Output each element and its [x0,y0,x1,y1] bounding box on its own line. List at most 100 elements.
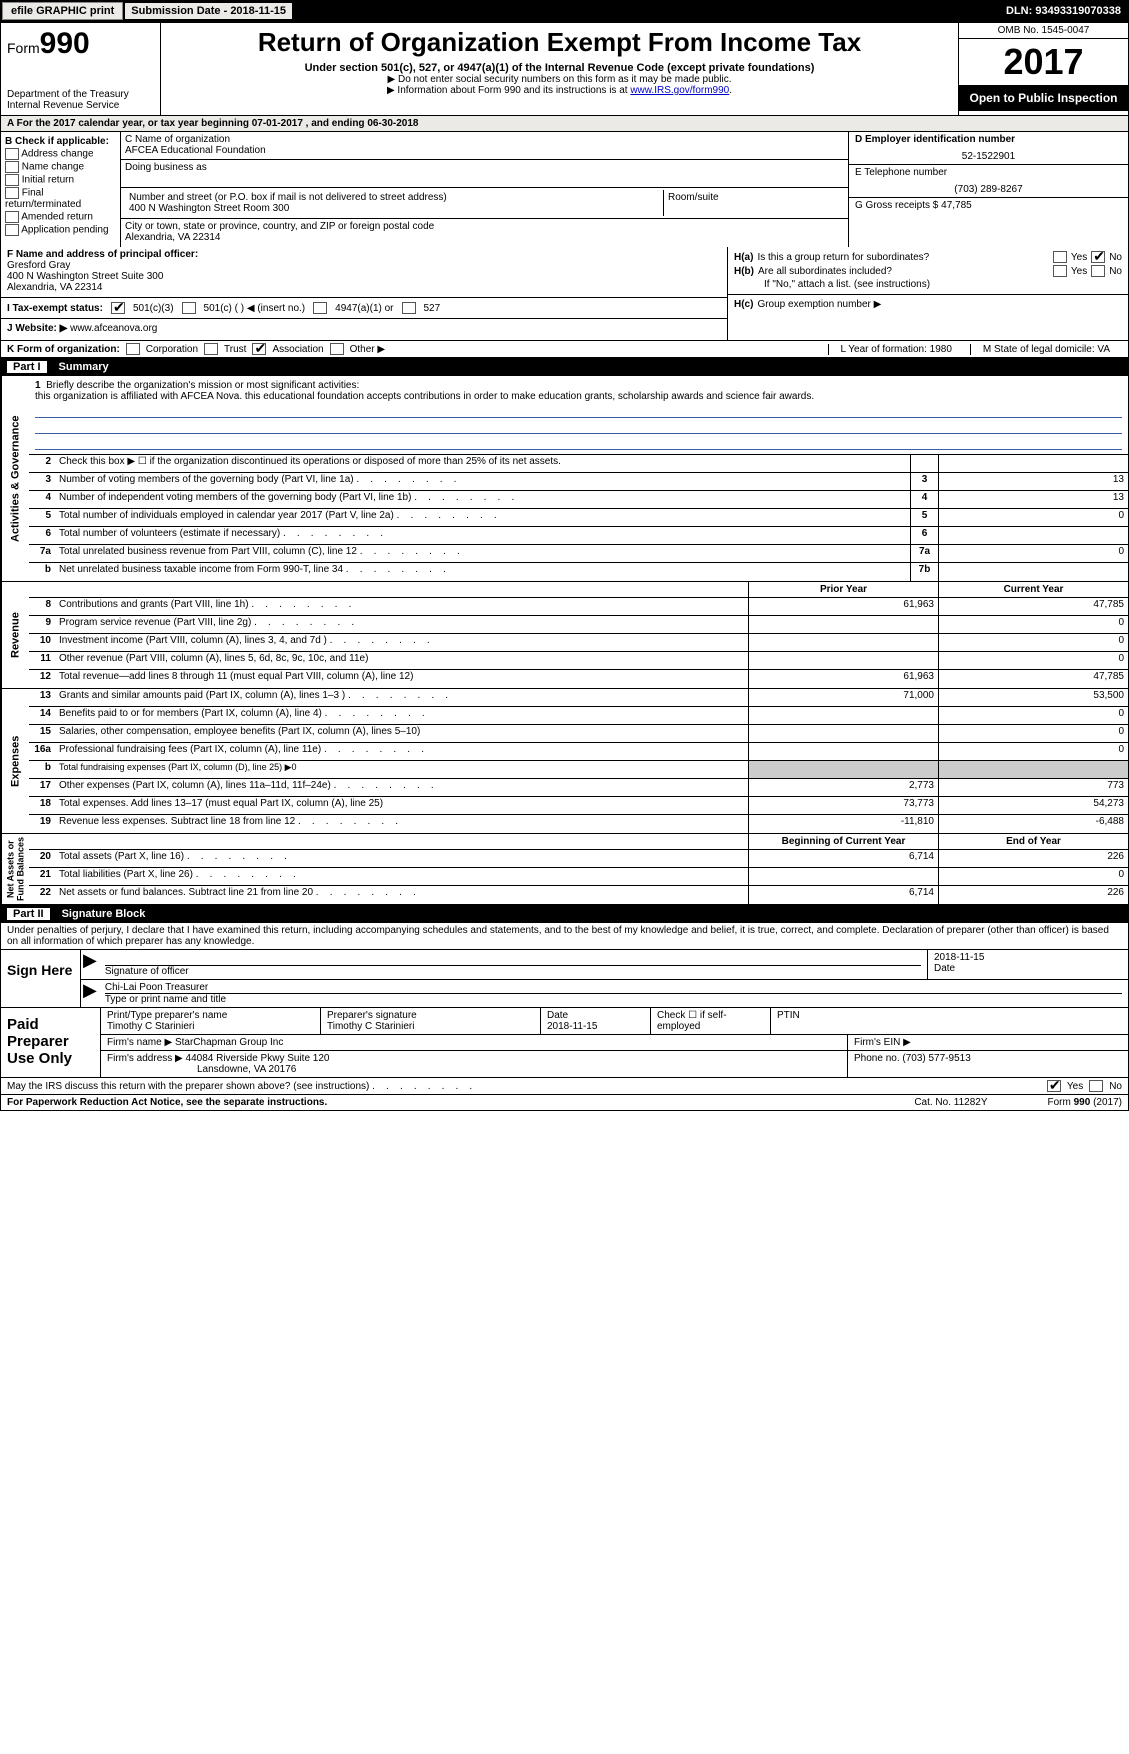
chk-trust[interactable] [204,343,218,355]
sum-row: 10Investment income (Part VIII, column (… [29,634,1128,652]
declaration: Under penalties of perjury, I declare th… [1,923,1128,950]
row-f-label: F Name and address of principal officer: [7,249,721,260]
addr-label: Number and street (or P.O. box if mail i… [129,192,659,203]
chk-amended[interactable] [5,211,19,223]
hdr-end: End of Year [938,834,1128,849]
cat-no: Cat. No. 11282Y [914,1097,987,1108]
sig-name-label: Type or print name and title [105,994,226,1005]
firm-addr-lbl: Firm's address ▶ [107,1053,183,1064]
lbl-initial-return: Initial return [22,175,74,186]
hb-label: H(b) [734,266,754,277]
sec-netassets: Net Assets orFund Balances Beginning of … [0,834,1129,905]
irs-link[interactable]: www.IRS.gov/form990 [630,85,729,96]
lbl-address-change: Address change [21,149,93,160]
sum-row: 8Contributions and grants (Part VIII, li… [29,598,1128,616]
dba-label: Doing business as [125,162,844,173]
chk-ha-yes[interactable] [1053,251,1067,263]
row-l: L Year of formation: 1980 [828,344,964,355]
lbl-yes2: Yes [1071,266,1087,277]
hc-text: Group exemption number ▶ [757,299,881,310]
form-header: Form990 Department of the Treasury Inter… [0,22,1129,116]
part1-title: Summary [59,361,109,373]
hdr-curr: Current Year [938,582,1128,597]
lbl-corp: Corporation [146,344,198,355]
sig-name: Chi-Lai Poon Treasurer [105,982,208,993]
vlabel-governance: Activities & Governance [1,376,29,581]
preparer-label: Paid Preparer Use Only [1,1008,101,1077]
tel-value: (703) 289-8267 [855,178,1122,195]
sum-row: 2Check this box ▶ ☐ if the organization … [29,455,1128,473]
col-c: C Name of organization AFCEA Educational… [121,132,848,247]
sum-row: bNet unrelated business taxable income f… [29,563,1128,581]
row-j-label: J Website: ▶ [7,323,67,334]
firm-phone: Phone no. (703) 577-9513 [848,1051,1128,1077]
mission-label: Briefly describe the organization's miss… [46,380,359,391]
sig-officer-label: Signature of officer [105,966,189,977]
preparer-block: Paid Preparer Use Only Print/Type prepar… [0,1008,1129,1078]
chk-501c[interactable] [182,302,196,314]
chk-527[interactable] [402,302,416,314]
prep-self-lbl: Check ☐ if self-employed [651,1008,771,1034]
chk-other[interactable] [330,343,344,355]
website-url: www.afceanova.org [70,323,157,334]
ha-text: Is this a group return for subordinates? [757,252,929,263]
chk-hb-no[interactable] [1091,265,1105,277]
sum-row: 3Number of voting members of the governi… [29,473,1128,491]
part1-header: Part I Summary [0,358,1129,376]
org-name: AFCEA Educational Foundation [125,145,844,156]
chk-corp[interactable] [126,343,140,355]
chk-name-change[interactable] [5,161,19,173]
block-bcd: B Check if applicable: Address change Na… [0,132,1129,247]
chk-discuss-yes[interactable] [1047,1080,1061,1092]
chk-discuss-no[interactable] [1089,1080,1103,1092]
sign-here-label: Sign Here [1,950,81,1007]
lbl-assoc: Association [272,344,323,355]
sum-row: 13Grants and similar amounts paid (Part … [29,689,1128,707]
discuss-row: May the IRS discuss this return with the… [0,1078,1129,1095]
firm-name-lbl: Firm's name ▶ [107,1037,172,1048]
lbl-name-change: Name change [22,162,84,173]
gross-receipts: G Gross receipts $ 47,785 [855,200,1122,211]
dept-treasury: Department of the Treasury [7,89,154,100]
ein-label: D Employer identification number [855,134,1122,145]
chk-assoc[interactable] [252,343,266,355]
efile-topbar: efile GRAPHIC print Submission Date - 20… [0,0,1129,22]
prep-date-lbl: Date [547,1010,644,1021]
arrow-icon2: ▶ [81,980,99,1007]
chk-pending[interactable] [5,224,19,236]
firm-ein-lbl: Firm's EIN ▶ [848,1035,1128,1050]
open-inspection: Open to Public Inspection [959,85,1128,111]
sum-row: 19Revenue less expenses. Subtract line 1… [29,815,1128,833]
lbl-yes: Yes [1071,252,1087,263]
org-name-label: C Name of organization [125,134,844,145]
vlabel-expenses: Expenses [1,689,29,833]
addr-value: 400 N Washington Street Room 300 [129,203,659,214]
sum-row: 7aTotal unrelated business revenue from … [29,545,1128,563]
chk-final-return[interactable] [5,187,19,199]
form-ref: Form 990 (2017) [1048,1097,1122,1108]
dln: DLN: 93493319070338 [1006,5,1127,17]
chk-4947[interactable] [313,302,327,314]
sec-revenue: Revenue Prior YearCurrent Year 8Contribu… [0,582,1129,689]
sum-row: 20Total assets (Part X, line 16) 6,71422… [29,850,1128,868]
sum-row: 21Total liabilities (Part X, line 26) 0 [29,868,1128,886]
form-number: 990 [40,27,90,60]
sum-row: 18Total expenses. Add lines 13–17 (must … [29,797,1128,815]
hdr-prior: Prior Year [748,582,938,597]
sum-row: 9Program service revenue (Part VIII, lin… [29,616,1128,634]
submission-date: Submission Date - 2018-11-15 [125,3,292,19]
firm-addr2: Lansdowne, VA 20176 [107,1064,841,1075]
chk-ha-no[interactable] [1091,251,1105,263]
chk-hb-yes[interactable] [1053,265,1067,277]
firm-addr: 44084 Riverside Pkwy Suite 120 [186,1053,330,1064]
part2-num: Part II [7,908,50,920]
chk-initial-return[interactable] [5,174,19,186]
lbl-discuss-yes: Yes [1067,1081,1083,1092]
city-label: City or town, state or province, country… [125,221,844,232]
col-d: D Employer identification number 52-1522… [848,132,1128,247]
efile-print-button[interactable]: efile GRAPHIC print [2,2,123,20]
prep-sig: Timothy C Starinieri [327,1021,534,1032]
chk-address-change[interactable] [5,148,19,160]
chk-501c3[interactable] [111,302,125,314]
prep-sig-lbl: Preparer's signature [327,1010,534,1021]
